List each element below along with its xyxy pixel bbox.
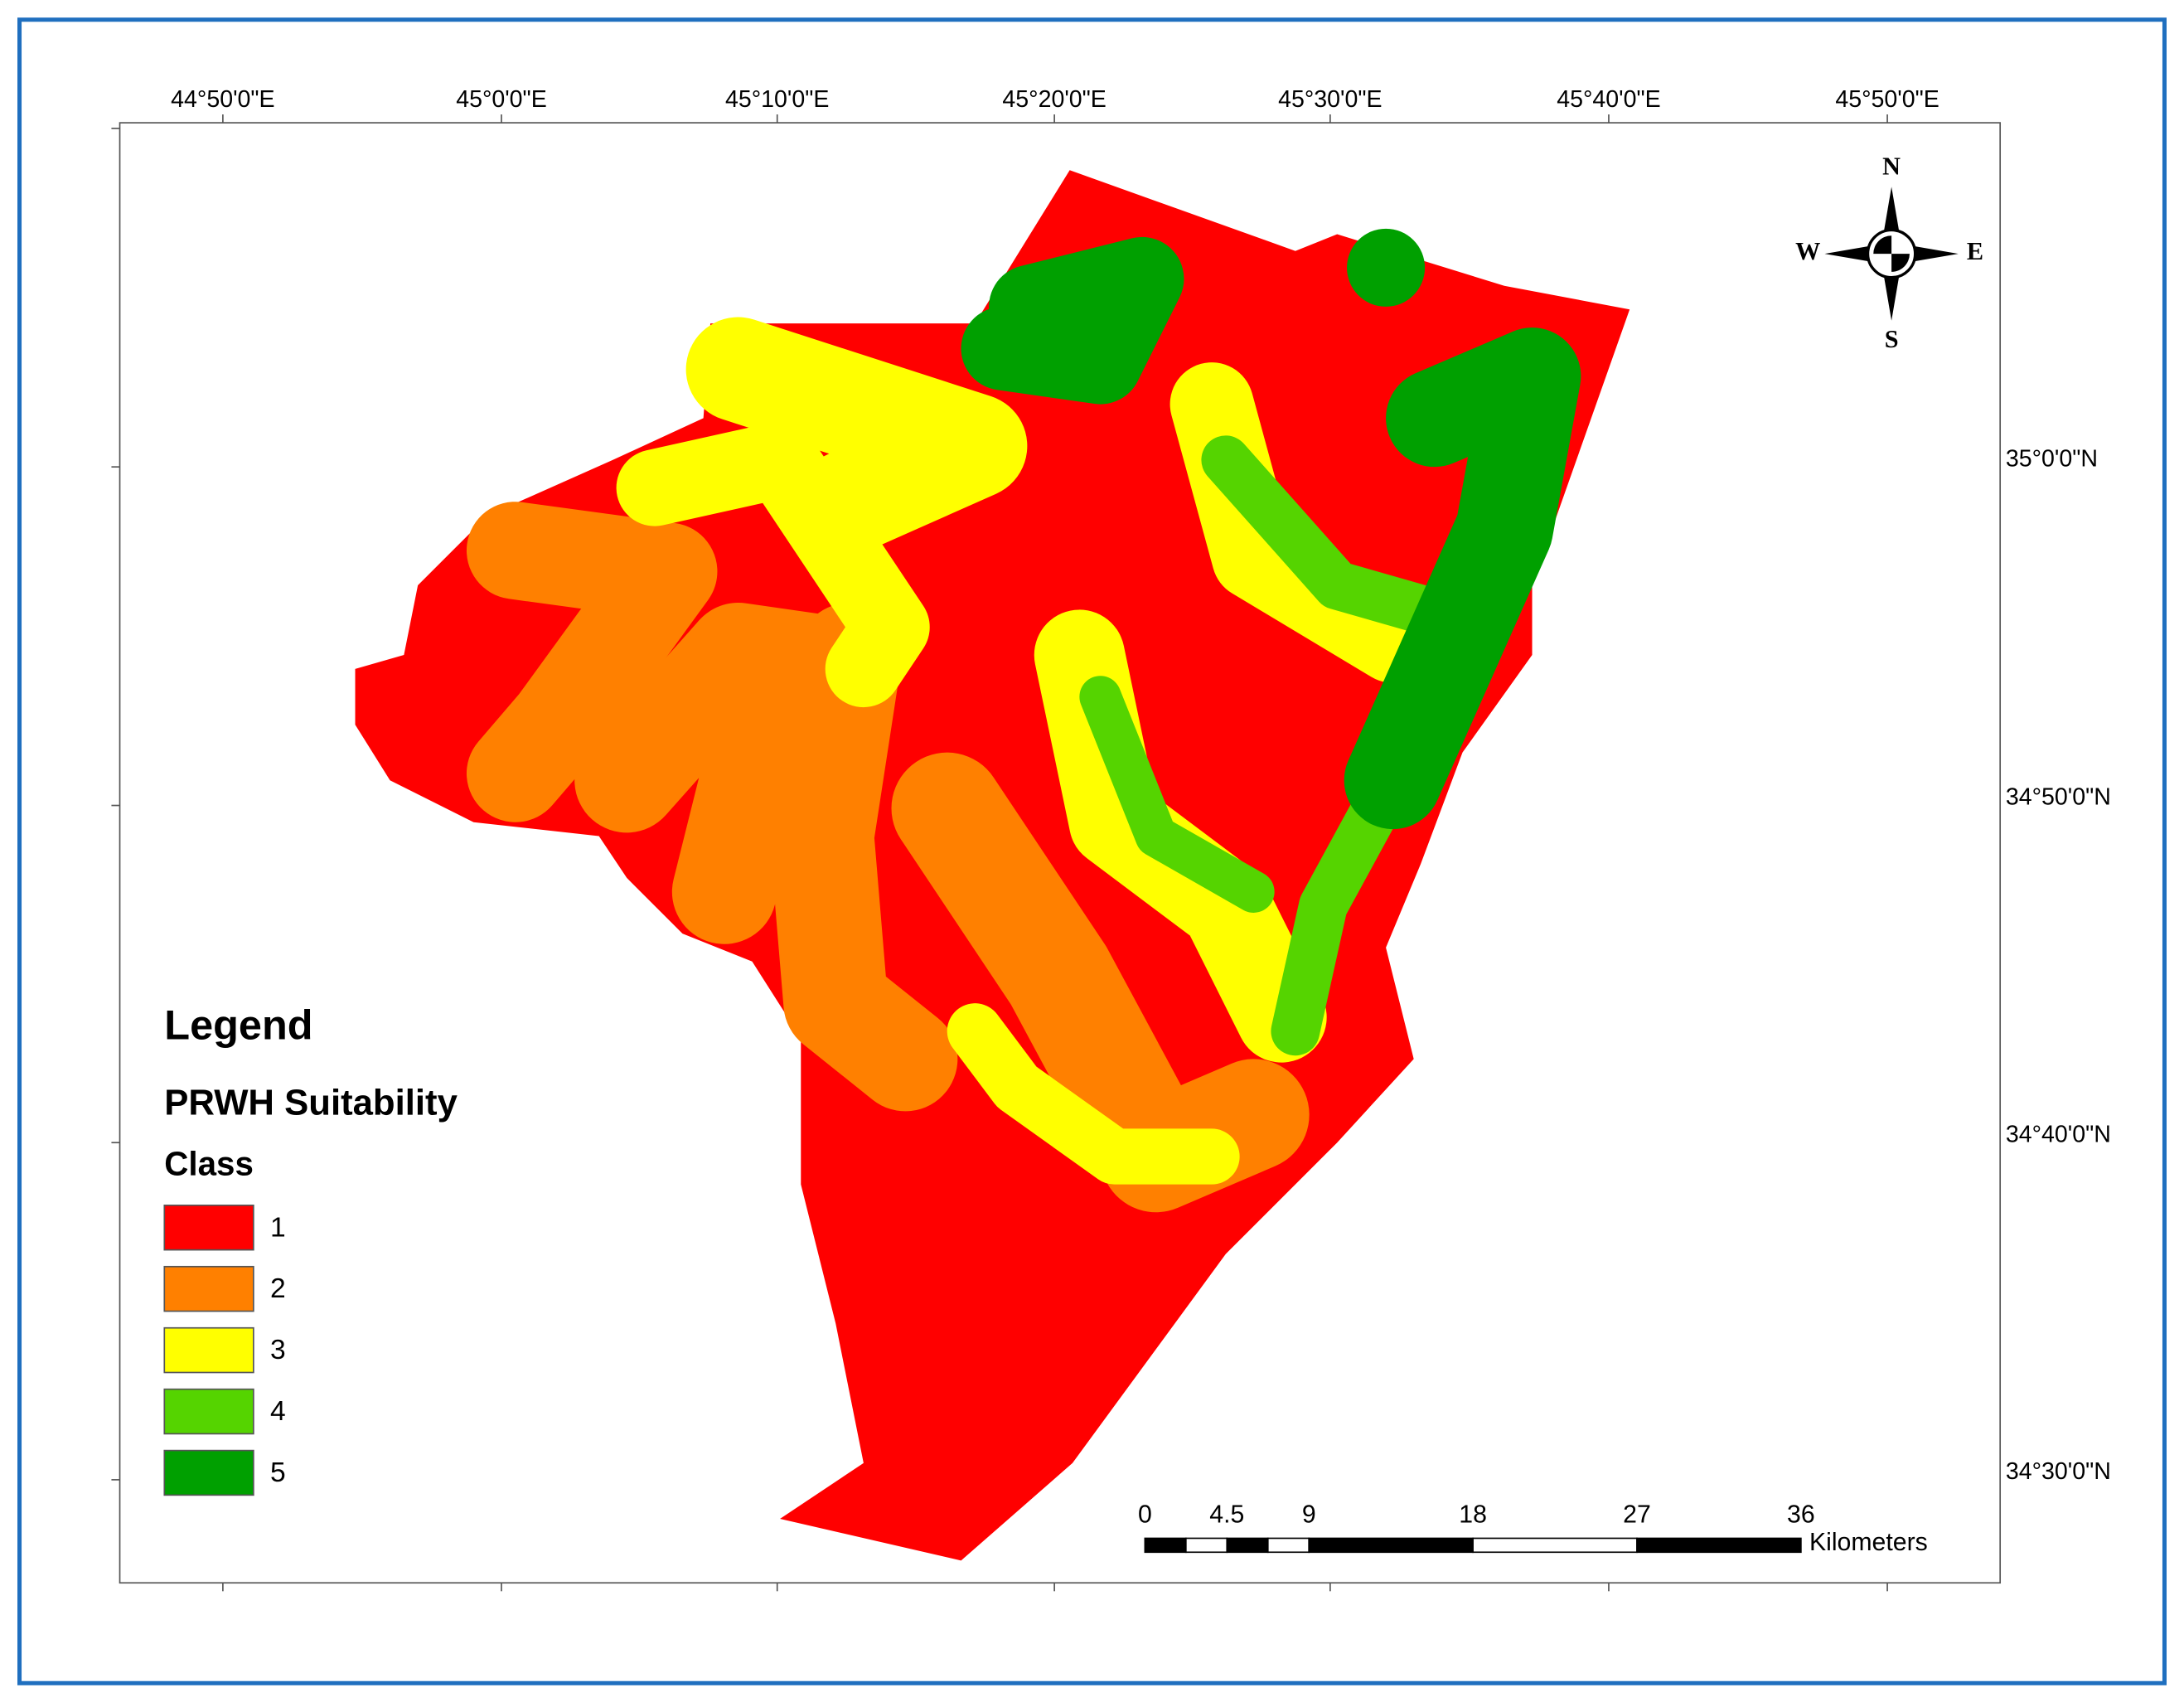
- scale-segment: [1226, 1537, 1269, 1554]
- scale-tick-label: 36: [1787, 1501, 1815, 1529]
- legend-label: 5: [270, 1457, 286, 1488]
- legend-swatch: [163, 1265, 254, 1312]
- compass-north: N: [1882, 153, 1901, 181]
- legend-title: Legend: [164, 1001, 312, 1049]
- graticule-ticks: 44°50'0"E 45°0'0"E 45°10'0"E 45°20'0"E 45°30…: [111, 86, 2111, 1592]
- longitude-label: 45°10'0"E: [725, 86, 829, 113]
- scale-segment: [1144, 1537, 1187, 1554]
- scale-tick-label: 0: [1138, 1501, 1152, 1529]
- legend-swatch: [163, 1205, 254, 1251]
- scale-unit: Kilometers: [1809, 1529, 1928, 1556]
- scale-tick-label: 9: [1302, 1501, 1316, 1529]
- longitude-label: 45°0'0"E: [456, 86, 547, 113]
- longitude-label: 45°50'0"E: [1835, 86, 1939, 113]
- legend-subtitle: PRWH Suitability: [164, 1082, 458, 1123]
- scale-tick-label: 18: [1459, 1501, 1487, 1529]
- north-arrow: N S E W: [1795, 153, 1983, 353]
- class-3-area: [685, 317, 1028, 555]
- class-2-area: [769, 603, 958, 1112]
- class-4-area: [1079, 676, 1275, 913]
- scale-segment: [1636, 1537, 1802, 1554]
- legend-swatch: [163, 1388, 254, 1435]
- class-5-area: [1347, 228, 1426, 307]
- latitude-label: 35°0'0"N: [2006, 445, 2098, 472]
- legend-label: 1: [270, 1212, 286, 1243]
- compass-south: S: [1885, 325, 1899, 353]
- longitude-label: 44°50'0"E: [171, 86, 274, 113]
- legend-label: 2: [270, 1273, 286, 1304]
- class-3-area: [947, 1003, 1240, 1185]
- latitude-label: 34°50'0"N: [2006, 784, 2111, 811]
- class-5-area: [961, 236, 1184, 405]
- compass-west: W: [1795, 237, 1820, 265]
- map-frame: [119, 122, 2002, 1584]
- longitude-label: 45°40'0"E: [1557, 86, 1660, 113]
- scale-segment: [1266, 1537, 1310, 1554]
- legend-swatch: [163, 1326, 254, 1374]
- latitude-label: 34°40'0"N: [2006, 1121, 2111, 1147]
- scale-segment: [1472, 1537, 1638, 1554]
- legend: 1 2 3 4 5: [163, 1205, 286, 1496]
- scale-segment: [1184, 1537, 1228, 1554]
- suitability-map: [355, 170, 1630, 1561]
- latitude-label: 34°30'0"N: [2006, 1458, 2111, 1485]
- legend-heading: Class: [164, 1144, 254, 1182]
- scale-tick-label: 4.5: [1209, 1501, 1244, 1529]
- longitude-label: 45°30'0"E: [1278, 86, 1382, 113]
- class-2-area: [466, 502, 718, 822]
- scale-tick-label: 27: [1623, 1501, 1651, 1529]
- class-5-area: [1344, 327, 1581, 830]
- legend-label: 3: [270, 1335, 286, 1365]
- compass-east: E: [1967, 237, 1983, 265]
- longitude-label: 45°20'0"E: [1002, 86, 1106, 113]
- legend-label: 4: [270, 1396, 286, 1427]
- class-3-area: [616, 421, 930, 708]
- scale-segment: [1308, 1537, 1474, 1554]
- legend-swatch: [163, 1449, 254, 1496]
